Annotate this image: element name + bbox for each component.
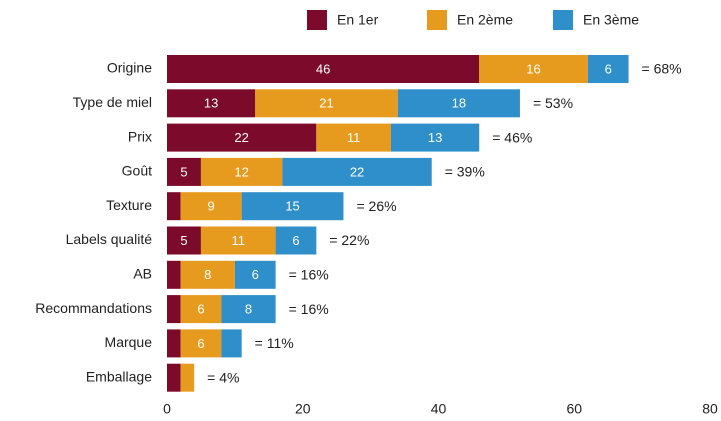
- legend-swatch: [307, 10, 327, 30]
- value-label: 21: [319, 96, 333, 111]
- bar-segment: [167, 192, 181, 221]
- value-label: 16: [526, 61, 540, 76]
- bar-segment: [167, 260, 181, 289]
- value-label: 22: [350, 164, 364, 179]
- bar-segment: [200, 226, 276, 255]
- value-label: 22: [234, 130, 248, 145]
- bar-segment: [167, 329, 181, 358]
- y-tick-label: Type de miel: [73, 94, 152, 110]
- bar-segment: [180, 260, 235, 289]
- bar-segment: [200, 157, 283, 186]
- bar-segment: [282, 157, 432, 186]
- bar-segment: [255, 89, 398, 118]
- bar-segment: [167, 157, 201, 186]
- value-label: 9: [208, 199, 215, 214]
- value-label: 15: [285, 199, 299, 214]
- total-label: = 11%: [255, 335, 294, 351]
- value-label: 46: [316, 61, 330, 76]
- x-tick-label: 0: [163, 401, 171, 417]
- legend-label: En 3ème: [583, 12, 639, 28]
- total-label: = 16%: [289, 301, 329, 317]
- bar-segment: [479, 55, 588, 83]
- legend-swatch: [553, 10, 573, 30]
- bar-segment: [275, 226, 317, 255]
- total-label: = 22%: [329, 232, 369, 248]
- total-label: = 39%: [445, 164, 485, 180]
- bar-segment: [390, 123, 480, 152]
- value-label: 18: [452, 96, 466, 111]
- total-label: = 68%: [642, 61, 682, 77]
- bar-segment: [221, 329, 242, 358]
- value-label: 13: [204, 96, 218, 111]
- value-label: 11: [347, 130, 361, 145]
- y-tick-label: Prix: [128, 128, 152, 144]
- x-tick-label: 80: [702, 401, 718, 417]
- bar-segment: [167, 363, 181, 392]
- x-tick-label: 20: [295, 401, 311, 417]
- x-tick-label: 60: [566, 401, 582, 417]
- bar-segment: [241, 192, 344, 221]
- bar-segment: [180, 363, 195, 392]
- value-label: 12: [234, 164, 248, 179]
- value-label: 11: [232, 233, 246, 248]
- value-label: 6: [252, 267, 259, 282]
- y-tick-label: Recommandations: [35, 300, 152, 316]
- bar-segment: [587, 55, 629, 83]
- bar-segment: [167, 55, 480, 83]
- bar-segment: [180, 329, 222, 358]
- value-label: 13: [428, 130, 442, 145]
- value-label: 6: [197, 302, 204, 317]
- y-tick-label: Texture: [106, 197, 152, 213]
- value-label: 8: [245, 302, 252, 317]
- bar-segment: [167, 89, 256, 118]
- bar-segment: [180, 192, 242, 221]
- bar-segment: [397, 89, 520, 118]
- value-label: 5: [180, 164, 187, 179]
- legend-swatch: [427, 10, 447, 30]
- y-tick-label: Origine: [107, 60, 152, 76]
- value-label: 6: [197, 336, 204, 351]
- bar-segment: [167, 295, 181, 324]
- y-tick-label: Marque: [105, 334, 153, 350]
- value-label: 5: [180, 233, 187, 248]
- legend-label: En 1er: [337, 12, 379, 28]
- y-tick-label: Emballage: [86, 368, 152, 384]
- bar-segment: [234, 260, 276, 289]
- total-label: = 4%: [207, 369, 239, 385]
- y-tick-label: Labels qualité: [66, 231, 153, 247]
- value-label: 8: [204, 267, 211, 282]
- y-tick-label: AB: [133, 266, 152, 282]
- total-label: = 16%: [289, 267, 329, 283]
- total-label: = 53%: [533, 95, 573, 111]
- total-label: = 46%: [492, 129, 532, 145]
- bar-segment: [180, 295, 222, 324]
- value-label: 6: [605, 61, 612, 76]
- bar-segment: [167, 123, 317, 152]
- legend-label: En 2ème: [457, 12, 513, 28]
- x-tick-label: 40: [431, 401, 447, 417]
- total-label: = 26%: [356, 198, 396, 214]
- value-label: 6: [292, 233, 299, 248]
- bar-segment: [167, 226, 201, 255]
- bar-segment: [221, 295, 276, 324]
- bar-segment: [316, 123, 391, 152]
- y-tick-label: Goût: [122, 163, 152, 179]
